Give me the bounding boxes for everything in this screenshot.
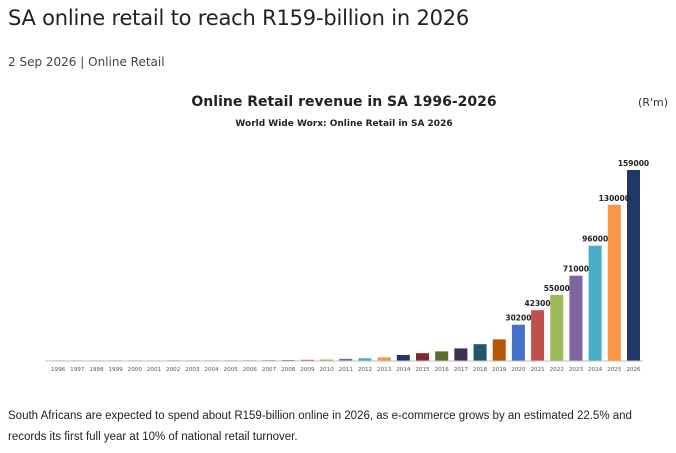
- x-tick-label: 2014: [396, 367, 411, 373]
- x-tick-label: 2007: [262, 367, 277, 373]
- article-title: SA online retail to reach R159-billion i…: [8, 6, 470, 30]
- x-tick-label: 2017: [454, 367, 469, 373]
- x-tick-label: 2005: [224, 367, 239, 373]
- bar-2018: [473, 344, 487, 361]
- x-tick-label: 2003: [185, 367, 200, 373]
- x-tick-label: 2018: [473, 367, 488, 373]
- x-tick-label: 2022: [550, 367, 564, 373]
- x-tick-label: 1998: [89, 367, 104, 373]
- article-body: South Africans are expected to spend abo…: [8, 410, 632, 443]
- x-tick-label: 2008: [281, 367, 296, 373]
- x-tick-label: 2012: [358, 367, 372, 373]
- article-date: 2 Sep 2026: [8, 55, 77, 69]
- data-label: 55000: [544, 284, 570, 293]
- data-label: 71000: [563, 265, 589, 274]
- bar-2024: [588, 245, 602, 361]
- chart-unit: (R'm): [638, 96, 668, 109]
- bar-2019: [492, 339, 506, 361]
- x-tick-label: 2024: [588, 367, 603, 373]
- x-tick-label: 2004: [204, 367, 219, 373]
- x-tick-label: 2011: [339, 367, 354, 373]
- bar-2022: [550, 294, 564, 361]
- x-tick-label: 2006: [243, 367, 258, 373]
- bar-2011: [339, 358, 353, 361]
- bar-2015: [416, 353, 430, 361]
- x-tick-label: 2009: [300, 367, 315, 373]
- data-label: 42300: [525, 299, 551, 308]
- x-tick-label: 1999: [109, 367, 124, 373]
- bar-2014: [396, 354, 410, 361]
- category-link[interactable]: Online Retail: [88, 55, 165, 69]
- x-tick-label: 1997: [70, 367, 85, 373]
- bar-2016: [435, 351, 449, 361]
- x-tick-label: 2013: [377, 367, 392, 373]
- bar-2010: [320, 359, 334, 361]
- bar-2012: [358, 358, 372, 361]
- bar-2020: [511, 324, 525, 361]
- chart-title: Online Retail revenue in SA 1996-2026: [191, 94, 496, 110]
- x-tick-label: 2000: [128, 367, 143, 373]
- x-tick-label: 2021: [530, 367, 545, 373]
- bar-2017: [454, 348, 468, 361]
- chart-svg: Online Retail revenue in SA 1996-2026 Wo…: [45, 94, 668, 373]
- x-tick-label: 2015: [415, 367, 430, 373]
- x-tick-label: 1996: [51, 367, 66, 373]
- article-meta: 2 Sep 2026 | Online Retail: [8, 55, 165, 69]
- data-label-group: 30200 42300 55000 71000 96000 130000 159000: [505, 159, 649, 323]
- meta-separator: |: [80, 55, 85, 69]
- revenue-chart: Online Retail revenue in SA 1996-2026 Wo…: [0, 86, 676, 386]
- data-label: 96000: [582, 235, 608, 244]
- bar-2026: [626, 170, 640, 361]
- x-tick-label: 2010: [319, 367, 334, 373]
- x-tick-label: 2025: [607, 367, 622, 373]
- data-label: 30200: [505, 314, 531, 323]
- bar-2013: [377, 357, 391, 361]
- bar-2021: [531, 310, 545, 361]
- data-label: 130000: [599, 194, 630, 203]
- data-label: 159000: [618, 159, 649, 168]
- x-tick-label: 2023: [569, 367, 584, 373]
- x-tick-group: 1996 1997 1998 1999 2000 2001 2002 2003 2004 2005…: [51, 367, 641, 373]
- bar-2023: [569, 275, 583, 361]
- x-tick-label: 2002: [166, 367, 180, 373]
- x-tick-label: 2020: [511, 367, 526, 373]
- chart-subtitle: World Wide Worx: Online Retail in SA 202…: [235, 119, 452, 129]
- bar-2025: [607, 204, 621, 361]
- x-tick-label: 2016: [435, 367, 450, 373]
- x-tick-label: 2019: [492, 367, 507, 373]
- x-tick-label: 2001: [147, 367, 162, 373]
- bar-2009: [300, 359, 314, 361]
- x-tick-label: 2026: [626, 367, 641, 373]
- bar-group: [51, 170, 640, 361]
